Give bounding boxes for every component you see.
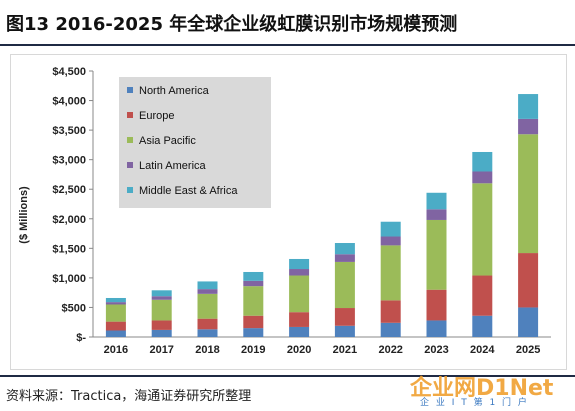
bar-segment [380, 245, 401, 301]
y-tick-label: $4,500 [52, 66, 86, 78]
legend-swatch [127, 112, 133, 118]
source-bar: 资料来源：Tractica，海通证券研究所整理 [0, 375, 575, 411]
legend-swatch [127, 162, 133, 168]
bar-segment [243, 286, 264, 316]
bar-segment [243, 315, 264, 329]
bar-segment [472, 151, 493, 172]
bar-segment [289, 312, 310, 327]
x-tick-label: 2025 [516, 344, 540, 356]
bar-segment [472, 315, 493, 337]
x-tick-label: 2017 [149, 344, 173, 356]
bar-segment [518, 307, 539, 337]
bar-segment [105, 321, 126, 331]
y-tick-label: $3,500 [52, 125, 86, 137]
bar-segment [426, 320, 447, 337]
bar-segment [334, 308, 355, 326]
bar-segment [380, 236, 401, 246]
watermark-logo: 企业网D1Net [410, 376, 554, 401]
bar-segment [426, 192, 447, 210]
bar-segment [518, 94, 539, 119]
bar-segment [243, 271, 264, 281]
y-tick-label: $2,500 [52, 184, 86, 196]
bar-segment [472, 275, 493, 316]
legend-label: North America [139, 85, 210, 97]
x-tick-label: 2019 [241, 344, 265, 356]
bar-segment [334, 261, 355, 309]
bar-segment [197, 293, 218, 319]
bar-segment [334, 243, 355, 255]
x-tick-label: 2018 [195, 344, 219, 356]
x-tick-label: 2021 [333, 344, 357, 356]
x-tick-label: 2024 [470, 344, 495, 356]
legend-label: Latin America [139, 160, 207, 172]
legend-swatch [127, 87, 133, 93]
bar-segment [380, 221, 401, 237]
chart-panel: $- $500 $1,000 $1,500 $2,000 $2,500 $3,000 $3,5… [10, 54, 567, 370]
legend-label: Asia Pacific [139, 135, 196, 147]
bar-segment [151, 290, 172, 297]
bar-segment [197, 289, 218, 294]
bar-segment [472, 183, 493, 276]
bar-segment [105, 302, 126, 305]
y-axis: $- $500 $1,000 $1,500 $2,000 $2,500 $3,000 $3,5… [52, 66, 94, 344]
legend-label: Europe [139, 110, 174, 122]
x-tick-label: 2016 [104, 344, 128, 356]
source-note: 资料来源：Tractica，海通证券研究所整理 [6, 389, 252, 404]
legend-box [119, 77, 271, 208]
bar-segment [151, 299, 172, 321]
bar-segment [289, 326, 310, 337]
figure-title: 图13 2016-2025 年全球企业级虹膜识别市场规模预测 [6, 14, 458, 35]
legend-swatch [127, 187, 133, 193]
bar-segment [197, 329, 218, 337]
y-tick-label: $500 [62, 302, 86, 314]
bar-segment [289, 275, 310, 313]
bar-segment [334, 254, 355, 262]
bar-segment [105, 330, 126, 337]
bar-segment [380, 300, 401, 323]
bar-segment [105, 304, 126, 322]
x-tick-label: 2022 [378, 344, 402, 356]
bar-segment [151, 320, 172, 330]
x-tick-label: 2023 [424, 344, 448, 356]
title-bar: 图13 2016-2025 年全球企业级虹膜识别市场规模预测 [0, 0, 575, 46]
legend-label: Middle East & Africa [139, 185, 238, 197]
bar-segment [426, 219, 447, 290]
bar-segment [243, 328, 264, 337]
y-tick-label: $4,000 [52, 96, 86, 108]
legend: North America Europe Asia Pacific Latin Ame… [119, 77, 271, 208]
bar-segment [151, 296, 172, 300]
x-axis: 2016 2017 2018 2019 2020 2021 2022 2023 2024 2025 [93, 336, 551, 356]
legend-swatch [127, 137, 133, 143]
stacked-bar-chart: $- $500 $1,000 $1,500 $2,000 $2,500 $3,000 $3,5… [18, 66, 551, 356]
x-tick-label: 2020 [287, 344, 311, 356]
y-tick-label: $- [76, 332, 86, 344]
bar-segment [472, 171, 493, 184]
bar-segment [518, 118, 539, 135]
bar-segment [243, 280, 264, 287]
y-tick-label: $2,000 [52, 214, 86, 226]
bar-segment [426, 289, 447, 321]
bar-segment [105, 297, 126, 303]
y-tick-label: $1,500 [52, 243, 86, 255]
bars [105, 94, 539, 337]
y-tick-label: $1,000 [52, 273, 86, 285]
bar-segment [518, 253, 539, 308]
bar-segment [289, 269, 310, 276]
bar-segment [426, 209, 447, 220]
bar-segment [197, 281, 218, 290]
watermark-tagline: 企 业 I T 第 1 门 户 [420, 398, 529, 408]
y-tick-label: $3,000 [52, 155, 86, 167]
bar-segment [151, 329, 172, 337]
bar-segment [334, 325, 355, 337]
bar-segment [380, 322, 401, 337]
bar-segment [197, 318, 218, 330]
bar-segment [289, 258, 310, 270]
y-axis-label: ($ Millions) [18, 186, 30, 244]
bar-segment [518, 134, 539, 254]
